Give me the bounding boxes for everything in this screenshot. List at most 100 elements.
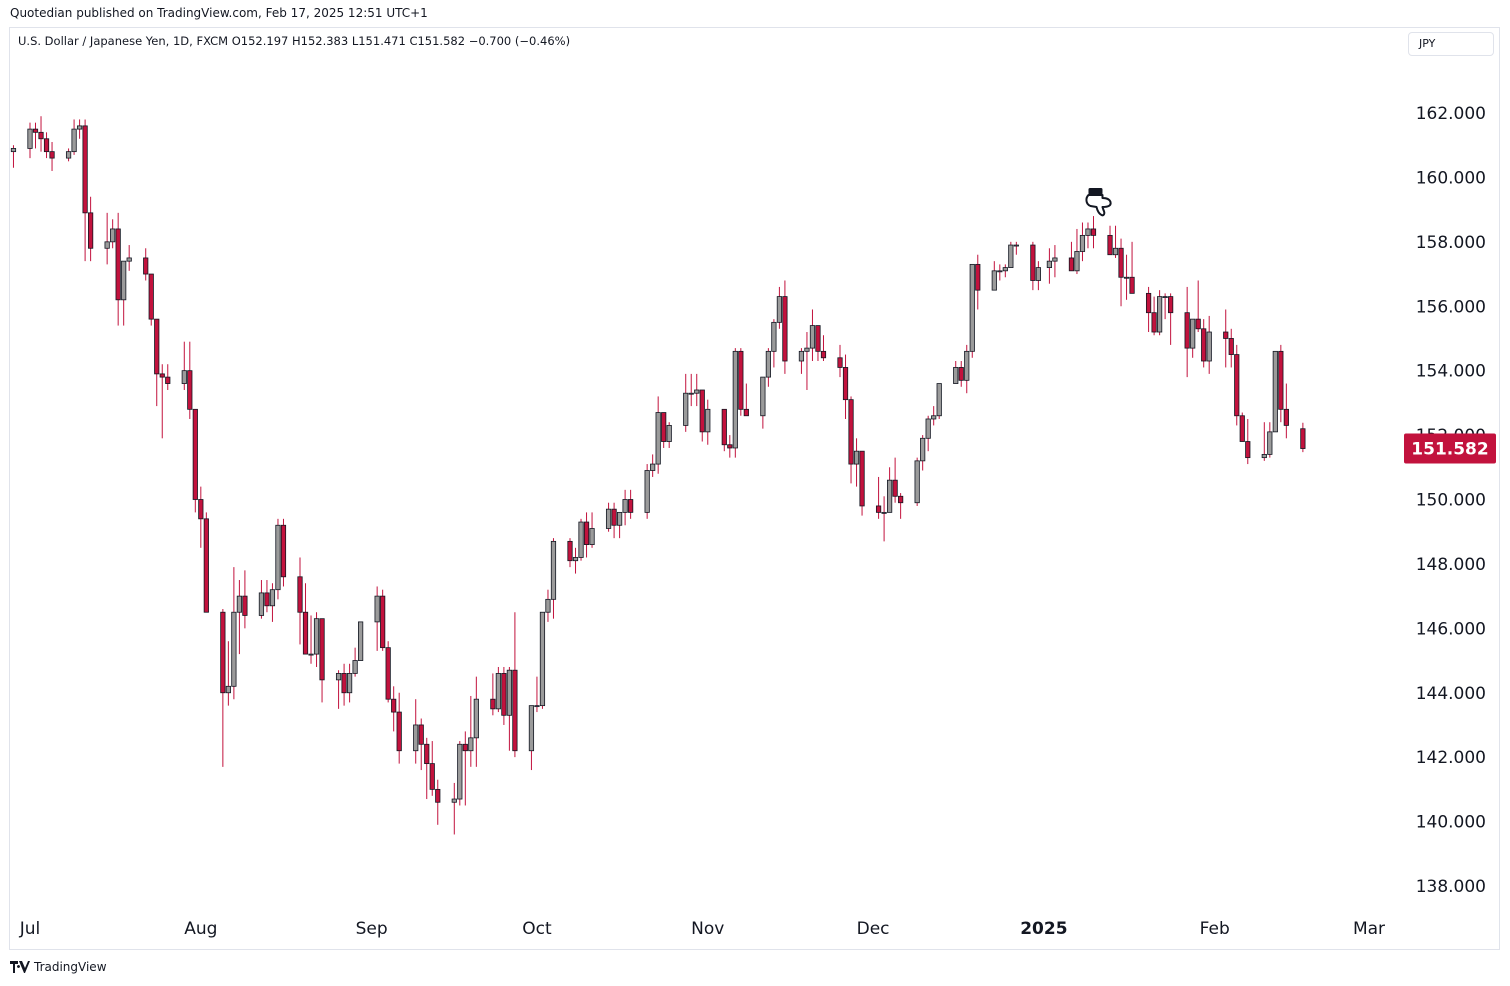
candle [605,502,612,532]
candle [126,245,132,271]
candle [49,141,55,171]
candle-body-up [644,470,650,513]
candle-body-down [628,499,634,513]
price-tick-label: 160.000 [1416,168,1486,188]
candle-body-down [875,505,882,513]
candle [32,122,39,149]
candle-body-down [220,611,226,694]
candle [782,280,788,374]
candle [413,699,419,764]
candle [628,489,634,519]
candle [313,612,320,667]
candle-body-down [1228,338,1234,355]
time-axis: Jul Aug Sep Oct Nov Dec 2025 Feb Mar [19,919,1385,939]
candle-body-down [154,318,160,375]
candle [346,663,353,703]
candle [975,254,981,310]
candle [264,580,270,613]
candle-body-up [451,798,457,803]
candle [1129,241,1135,294]
candle [589,512,595,548]
candle-body-down [1118,247,1124,278]
price-tick-label: 154.000 [1416,362,1486,382]
currency-selector[interactable]: JPY [1408,32,1494,56]
candle [236,580,242,655]
candle [1234,344,1240,426]
candle-body-down [699,389,705,433]
time-tick-label: Sep [356,919,388,939]
candle-body-down [88,212,94,249]
candle-body-up [688,392,694,395]
candle-body-down [49,151,55,159]
candle [319,618,325,703]
tradingview-logo[interactable]: TradingView [10,960,107,974]
candle-body-down [512,669,518,752]
candle [391,686,397,732]
candle [815,325,821,362]
candle-body-up [313,618,320,655]
candle-body-up [650,463,656,471]
candle [457,741,463,806]
candle-body-up [506,669,512,716]
candle [859,450,865,516]
candle-body-up [1085,228,1091,236]
candle [545,589,551,622]
candle-body-down [462,743,468,752]
candle-body-up [991,270,997,291]
time-tick-label: Dec [857,919,890,939]
candle-body-down [820,350,827,359]
candle-body-down [435,788,441,803]
candle [143,248,149,281]
candle [743,383,749,417]
candle [611,502,617,539]
candle [644,464,650,519]
price-tick-label: 150.000 [1416,491,1486,511]
price-tick-label: 138.000 [1416,877,1486,897]
candle-body-up [10,148,17,153]
candle [1046,248,1053,284]
candle [655,396,661,474]
time-tick-label: Jul [19,919,41,939]
candle [148,273,154,326]
candle [578,518,584,561]
candle [88,196,94,262]
candle [1107,225,1113,256]
candle [1112,225,1119,258]
candle-body-down [429,763,435,790]
candle [925,415,931,452]
candle [374,586,380,651]
candle-body-up [457,743,463,800]
price-tick-label: 140.000 [1416,813,1486,833]
candle-body-up [760,376,766,417]
candle [617,511,623,539]
candle [622,489,628,526]
candle-body-down [782,296,788,362]
candle [898,493,904,519]
candle [694,373,700,407]
symbol-ohlc-legend: U.S. Dollar / Japanese Yen, 1D, FXCM O15… [18,34,571,48]
candle [473,676,479,767]
candle [1223,309,1229,368]
last-price-badge [1404,433,1496,464]
candle-body-up [936,383,942,417]
candle-body-up [473,698,479,739]
candle-body-down [721,408,727,446]
candle-body-down [501,673,507,716]
candle [771,319,777,368]
candle [837,344,843,378]
hand-shape [1085,194,1112,217]
candle-body-up [578,521,584,558]
time-tick-label: Feb [1200,919,1230,939]
candle [1118,238,1124,307]
candle [269,583,276,622]
price-tick-label: 144.000 [1416,684,1486,704]
candle-body-down [319,618,325,681]
candle-body-down [187,370,193,410]
candle [43,132,50,159]
candle [661,412,667,448]
candle [308,615,314,664]
candle-body-down [264,592,270,607]
candle-body-up [121,260,127,301]
candle-body-up [1079,234,1086,252]
candle-body-up [1206,331,1212,362]
